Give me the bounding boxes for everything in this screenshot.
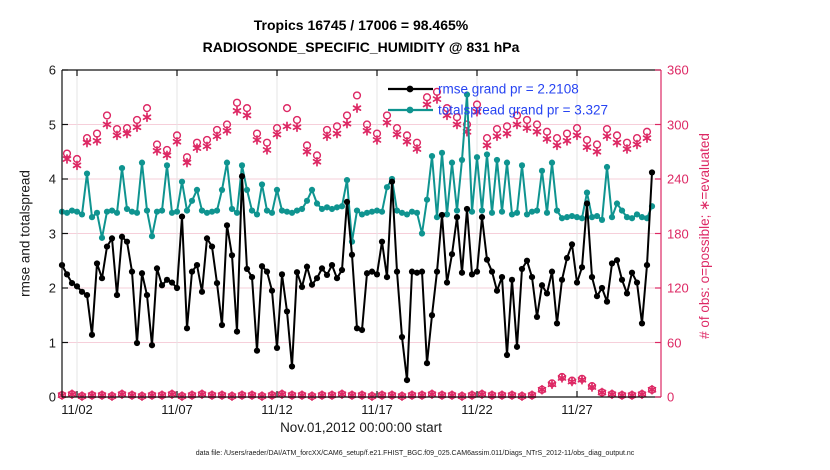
right-tick-label: 60 [667, 335, 682, 350]
left-tick-label: 0 [48, 389, 56, 405]
x-tick-label: 11/02 [61, 402, 93, 417]
x-axis-title: Nov.01,2012 00:00:00 start [280, 420, 442, 435]
left-tick-label: 5 [48, 117, 56, 132]
x-tick-label: 11/22 [461, 402, 493, 417]
right-tick-label: 120 [667, 280, 689, 296]
x-tick-label: 11/12 [261, 402, 293, 417]
left-tick-label: 3 [48, 226, 56, 241]
chart-title: Tropics 16745 / 17006 = 98.465% [253, 17, 469, 33]
right-tick-label: 300 [667, 117, 689, 132]
x-tick-label: 11/27 [561, 402, 593, 417]
x-tick-label: 11/17 [361, 402, 393, 417]
left-tick-label: 6 [48, 62, 56, 78]
right-axis-title: # of obs: o=possible; ∗=evaluated [697, 133, 712, 339]
right-tick-label: 240 [667, 171, 689, 187]
left-tick-label: 2 [48, 280, 56, 296]
left-tick-label: 4 [48, 171, 56, 187]
footer-datafile: data file: /Users/raeder/DAI/ATM_forcXX/… [195, 450, 635, 457]
right-tick-label: 0 [667, 389, 675, 405]
legend-rmse-label: rmse grand pr = 2.2108 [438, 81, 579, 97]
right-tick-label: 360 [667, 62, 689, 78]
right-tick-label: 180 [667, 226, 689, 241]
left-tick-label: 1 [48, 335, 56, 350]
x-tick-label: 11/07 [161, 402, 193, 417]
legend-totalspread-label: totalspread grand pr = 3.327 [438, 102, 608, 118]
chart-subtitle: RADIOSONDE_SPECIFIC_HUMIDITY @ 831 hPa [202, 39, 520, 55]
